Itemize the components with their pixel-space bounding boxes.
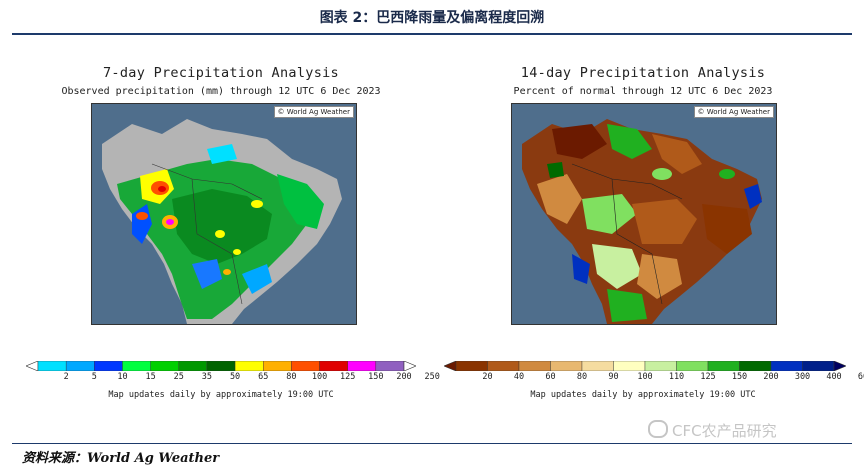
legend-swatch xyxy=(150,361,179,371)
legend-swatch xyxy=(234,361,264,371)
legend-swatch xyxy=(206,361,236,371)
legend-swatch xyxy=(739,361,772,371)
map-graphic xyxy=(92,104,356,324)
update-note: Map updates daily by approximately 19:00… xyxy=(108,390,334,400)
legend-swatch xyxy=(707,361,740,371)
header-divider xyxy=(12,33,852,35)
legend-tick-label: 90 xyxy=(608,372,619,382)
legend-swatch xyxy=(581,361,614,371)
legend-tick-label: 125 xyxy=(340,372,356,382)
legend-swatch xyxy=(644,361,677,371)
wechat-icon xyxy=(648,420,668,438)
legend-swatch xyxy=(263,361,292,371)
legend-arrow-high xyxy=(403,361,416,371)
map-credit: © World Ag Weather xyxy=(693,106,774,118)
legend-color-scale xyxy=(444,361,846,371)
legend-tick-label: 250 xyxy=(424,372,440,382)
panel-title: 14-day Precipitation Analysis xyxy=(520,65,766,81)
legend-tick-label: 15 xyxy=(145,372,156,382)
legend-swatch xyxy=(94,361,123,371)
legend-tick-label: 35 xyxy=(201,372,213,382)
update-note: Map updates daily by approximately 19:00… xyxy=(530,390,756,400)
legend-tick-label: 80 xyxy=(286,372,297,382)
legend-tick-label: 25 xyxy=(173,372,184,382)
legend-swatch xyxy=(802,361,835,371)
panel-title: 7-day Precipitation Analysis xyxy=(103,65,339,81)
legend-swatch xyxy=(676,361,709,371)
legend-arrow-low xyxy=(26,361,39,371)
legend-tick-label: 40 xyxy=(513,372,525,382)
legend-swatch xyxy=(319,361,348,371)
legend-swatch xyxy=(770,361,803,371)
legend-tick-label: 2 xyxy=(63,372,69,382)
legend-tick-label: 20 xyxy=(482,372,493,382)
legend-tick-label: 600 xyxy=(857,372,864,382)
figure-title: 图表 2：巴西降雨量及偏离程度回溯 xyxy=(319,10,545,26)
precip-7day-map: © World Ag Weather xyxy=(91,103,357,325)
legend-swatch xyxy=(613,361,646,371)
legend-tick-label: 150 xyxy=(731,372,748,382)
legend-swatch xyxy=(37,361,67,371)
legend-tick-label: 200 xyxy=(763,372,779,382)
watermark: CFC农产品研究 xyxy=(648,420,777,441)
map-credit: © World Ag Weather xyxy=(273,106,354,118)
panel-subtitle: Observed precipitation (mm) through 12 U… xyxy=(61,86,381,97)
legend-swatch xyxy=(455,361,488,371)
legend-tick-label: 80 xyxy=(576,372,588,382)
source-note: 资料来源：World Ag Weather xyxy=(22,451,220,466)
precip-14day-map: © World Ag Weather xyxy=(511,103,777,325)
footer-divider xyxy=(12,443,852,444)
legend-tick-label: 10 xyxy=(117,372,128,382)
legend-swatch xyxy=(518,361,551,371)
legend-tick-label: 100 xyxy=(637,372,653,382)
legend-tick-label: 110 xyxy=(668,372,685,382)
legend-swatch xyxy=(550,361,583,371)
legend-swatch xyxy=(487,361,520,371)
legend-tick-label: 300 xyxy=(794,372,811,382)
legend-tick-label: 5 xyxy=(91,372,97,382)
legend-arrow-low xyxy=(444,361,457,371)
precip-14day-legend-bar xyxy=(444,361,846,371)
legend-swatch xyxy=(122,361,151,371)
legend-swatch xyxy=(347,361,377,371)
map-graphic xyxy=(512,104,776,324)
legend-swatch xyxy=(291,361,320,371)
legend-color-scale xyxy=(26,361,416,371)
legend-tick-label: 50 xyxy=(229,372,241,382)
legend-tick-label: 200 xyxy=(396,372,412,382)
legend-arrow-high xyxy=(833,361,846,371)
legend-tick-label: 65 xyxy=(258,372,269,382)
legend-tick-label: 100 xyxy=(311,372,328,382)
precip-14day-panel: 14-day Precipitation Analysis Percent of… xyxy=(438,60,864,405)
panel-subtitle: Percent of normal through 12 UTC 6 Dec 2… xyxy=(513,86,773,97)
legend-tick-label: 400 xyxy=(826,372,842,382)
legend-tick-label: 125 xyxy=(700,372,716,382)
legend-tick-label: 60 xyxy=(545,372,556,382)
precip-7day-panel: 7-day Precipitation Analysis Observed pr… xyxy=(16,60,440,405)
legend-swatch xyxy=(178,361,208,371)
precip-7day-legend-bar xyxy=(26,361,416,371)
watermark-text: CFC农产品研究 xyxy=(672,422,777,440)
legend-swatch xyxy=(375,361,405,371)
legend-tick-label: 150 xyxy=(368,372,384,382)
legend-swatch xyxy=(65,361,95,371)
